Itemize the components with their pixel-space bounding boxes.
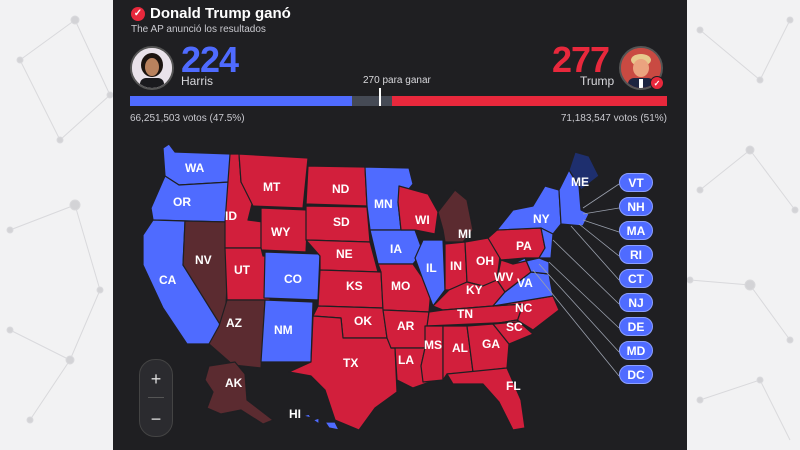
state-pill-dc[interactable]: DC: [619, 365, 653, 384]
label-mt: MT: [263, 180, 281, 194]
label-hi: HI: [289, 407, 301, 421]
label-mo: MO: [391, 279, 410, 293]
state-pill-nh[interactable]: NH: [619, 197, 653, 216]
label-oh: OH: [476, 254, 494, 268]
label-or: OR: [173, 195, 191, 209]
label-ga: GA: [482, 337, 500, 351]
harris-bar-fill: [130, 96, 353, 106]
label-nm: NM: [274, 323, 293, 337]
state-mt[interactable]: [238, 153, 309, 209]
results-panel: ✓ Donald Trump ganó The AP anunció los r…: [113, 0, 687, 450]
label-sc: SC: [506, 320, 523, 334]
harris-popular-votes: 66,251,503 votos (47.5%): [130, 113, 245, 124]
state-pill-ma[interactable]: MA: [619, 221, 653, 240]
trump-popular-votes: 71,183,547 votos (51%): [560, 113, 667, 124]
label-nc: NC: [515, 301, 533, 315]
zoom-out-button[interactable]: −: [150, 408, 162, 429]
label-mi: MI: [458, 227, 471, 241]
label-ca: CA: [159, 273, 177, 287]
state-pill-de[interactable]: DE: [619, 317, 653, 336]
label-ia: IA: [390, 242, 402, 256]
harris-avatar: [130, 46, 174, 90]
label-ne: NE: [336, 247, 353, 261]
electoral-progress-bar: [130, 96, 667, 106]
checkmark-icon: ✓: [131, 6, 145, 21]
threshold-label: 270 para ganar: [363, 75, 431, 86]
label-id: ID: [225, 209, 237, 223]
label-nd: ND: [332, 182, 350, 196]
harris-electoral-votes: 224: [181, 39, 239, 80]
state-pill-nj[interactable]: NJ: [619, 293, 653, 312]
label-co: CO: [284, 272, 302, 286]
harris-name: Harris: [181, 74, 213, 88]
state-pill-ct[interactable]: CT: [619, 269, 653, 288]
label-ok: OK: [354, 314, 372, 328]
state-pill-ri[interactable]: RI: [619, 245, 653, 264]
results-subtitle: The AP anunció los resultados: [131, 24, 266, 35]
label-ar: AR: [397, 319, 415, 333]
state-wy[interactable]: [260, 207, 309, 253]
winner-check-icon: ✓: [650, 76, 664, 90]
state-nc[interactable]: [492, 295, 560, 331]
state-tx[interactable]: [288, 315, 398, 431]
us-electoral-map[interactable]: WA OR CA NV ID MT WY UT CO AZ NM ND SD N…: [113, 130, 687, 450]
label-ky: KY: [466, 283, 483, 297]
label-me: ME: [571, 175, 589, 189]
label-wa: WA: [185, 161, 205, 175]
label-ak: AK: [225, 376, 243, 390]
state-hi[interactable]: [302, 413, 340, 431]
label-fl: FL: [506, 379, 521, 393]
label-az: AZ: [226, 316, 242, 330]
label-il: IL: [426, 261, 437, 275]
label-mn: MN: [374, 197, 393, 211]
label-wi: WI: [415, 213, 430, 227]
label-wy: WY: [271, 225, 290, 239]
state-nj[interactable]: [538, 227, 554, 259]
headline: ✓ Donald Trump ganó: [131, 5, 291, 22]
label-ks: KS: [346, 279, 363, 293]
headline-text: Donald Trump ganó: [150, 5, 291, 22]
label-pa: PA: [516, 239, 532, 253]
label-ms: MS: [424, 338, 442, 352]
label-ny: NY: [533, 212, 550, 226]
state-fl[interactable]: [446, 367, 526, 431]
trump-bar-fill: [392, 96, 667, 106]
label-va: VA: [517, 276, 533, 290]
label-tx: TX: [343, 356, 358, 370]
label-al: AL: [452, 341, 468, 355]
label-nv: NV: [195, 253, 212, 267]
label-tn: TN: [457, 307, 473, 321]
zoom-in-button[interactable]: +: [150, 368, 162, 389]
label-ut: UT: [234, 263, 251, 277]
trump-electoral-votes: 277: [552, 39, 610, 80]
state-pill-md[interactable]: MD: [619, 341, 653, 360]
zoom-divider: [148, 397, 164, 398]
threshold-marker: [379, 88, 381, 106]
state-ak[interactable]: [204, 361, 274, 425]
state-ny[interactable]: [496, 185, 562, 235]
label-wv: WV: [494, 270, 513, 284]
label-sd: SD: [333, 215, 350, 229]
trump-name: Trump: [580, 74, 615, 88]
label-in: IN: [450, 259, 462, 273]
state-wi[interactable]: [397, 185, 439, 235]
state-de-md[interactable]: [512, 257, 550, 275]
callout-lines: [532, 183, 620, 377]
state-pill-vt[interactable]: VT: [619, 173, 653, 192]
state-mi[interactable]: [437, 189, 474, 243]
state-me[interactable]: [568, 151, 600, 191]
label-la: LA: [398, 353, 414, 367]
state-ga[interactable]: [466, 323, 510, 373]
zoom-control: + −: [139, 359, 173, 437]
